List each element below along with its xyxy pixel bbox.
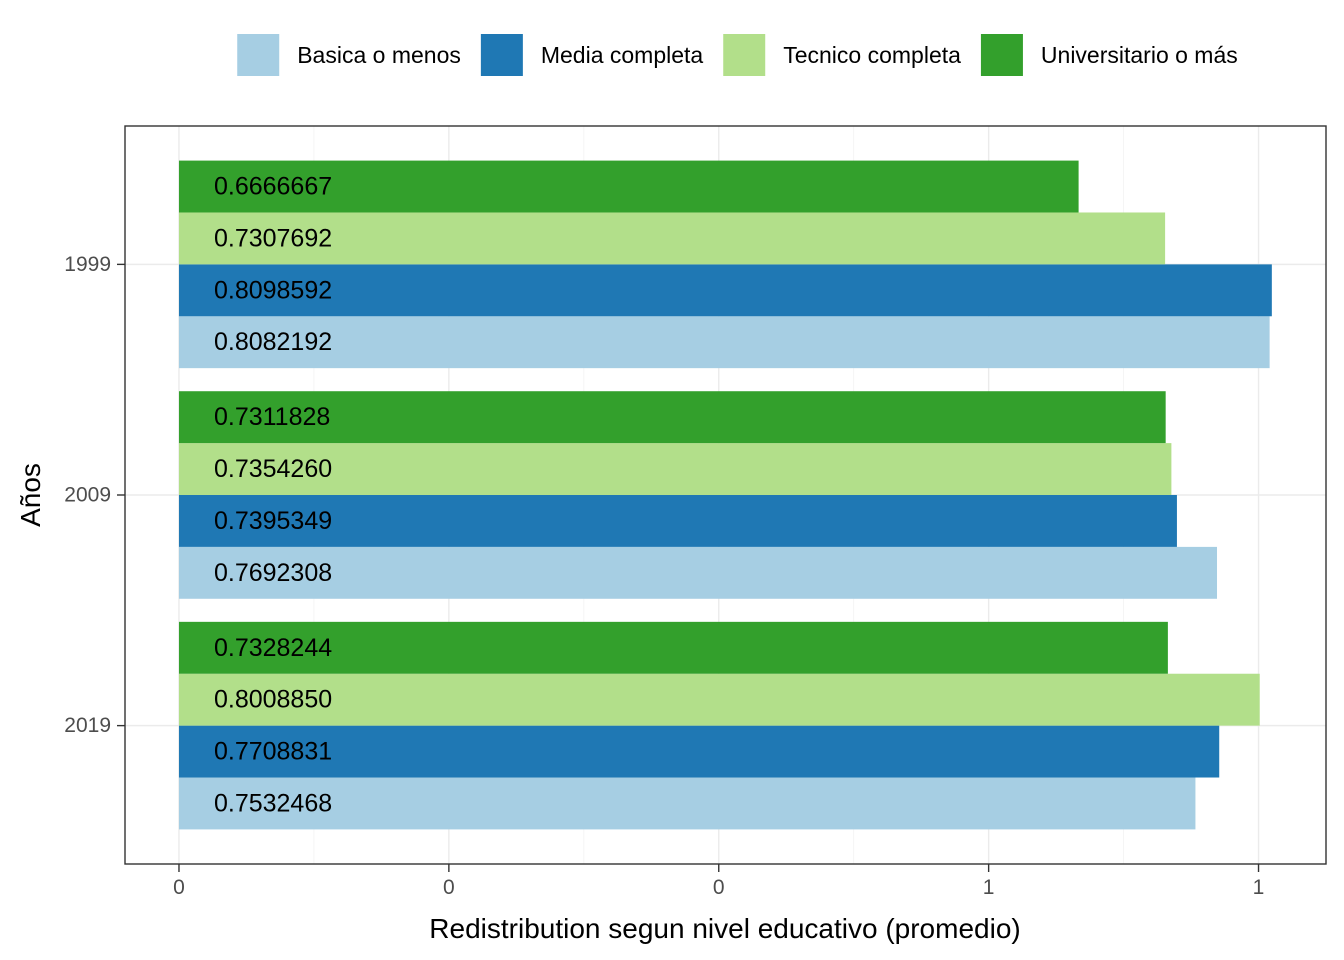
legend-key — [980, 34, 1023, 76]
bar-basica-o-menos — [178, 546, 1218, 599]
x-tick-label: 0 — [713, 876, 725, 899]
data-label: 0.7328244 — [214, 634, 332, 662]
data-label: 0.8098592 — [214, 276, 332, 304]
legend-label: Media completa — [541, 42, 704, 68]
data-label: 0.8008850 — [214, 686, 332, 714]
data-label: 0.7692308 — [214, 559, 332, 587]
y-tick-label: 2009 — [64, 484, 111, 507]
bar-tecnico-completa — [178, 673, 1260, 726]
bar-universitario-o-más — [178, 621, 1168, 674]
legend-key — [480, 34, 523, 76]
legend-label: Tecnico completa — [783, 42, 961, 68]
y-axis: 1999 2009 2019 — [64, 253, 125, 737]
y-axis-title: Años — [15, 463, 46, 527]
bar-media-completa — [178, 495, 1177, 547]
bar-media-completa — [178, 264, 1272, 317]
x-tick-label: 1 — [1253, 876, 1265, 899]
y-tick-label: 1999 — [64, 253, 111, 276]
legend: Basica o menos Media completa Tecnico comp… — [237, 34, 1238, 76]
data-label: 0.7311828 — [214, 403, 330, 431]
bar-universitario-o-más — [178, 391, 1166, 444]
bar-basica-o-menos — [178, 316, 1270, 369]
bars — [178, 160, 1272, 830]
data-label: 0.8082192 — [214, 328, 332, 356]
data-label: 0.7307692 — [214, 224, 332, 252]
legend-key — [723, 34, 766, 76]
data-label: 0.7532468 — [214, 789, 332, 817]
x-axis: 0 0 0 1 1 — [173, 864, 1264, 899]
legend-label: Basica o menos — [297, 42, 461, 68]
data-label: 0.7395349 — [214, 507, 332, 535]
bar-tecnico-completa — [178, 212, 1166, 265]
bar-universitario-o-más — [178, 160, 1079, 213]
x-tick-label: 0 — [173, 876, 185, 899]
legend-label: Universitario o más — [1041, 42, 1238, 68]
y-tick-label: 2019 — [64, 714, 111, 737]
bar-tecnico-completa — [178, 443, 1172, 495]
legend-key — [237, 34, 280, 76]
x-axis-title: Redistribution segun nivel educativo (pr… — [429, 913, 1020, 944]
data-label: 0.7354260 — [214, 455, 332, 483]
bar-basica-o-menos — [178, 777, 1196, 830]
bar-labels: 0.8082192 0.8098592 0.7307692 0.6666667 0.76… — [214, 173, 332, 818]
x-tick-label: 1 — [983, 876, 995, 899]
data-label: 0.6666667 — [214, 173, 332, 201]
data-label: 0.7708831 — [214, 738, 332, 766]
x-tick-label: 0 — [443, 876, 455, 899]
bar-media-completa — [178, 725, 1220, 778]
